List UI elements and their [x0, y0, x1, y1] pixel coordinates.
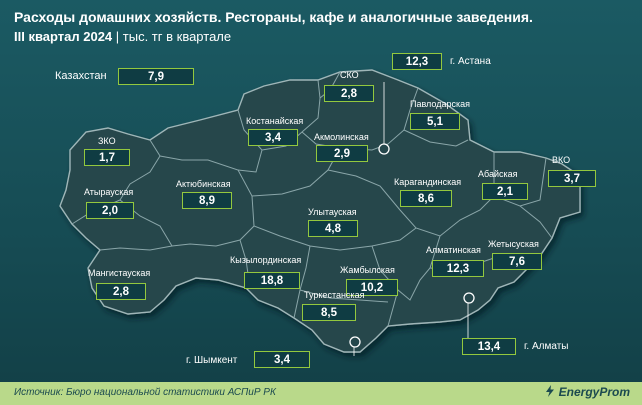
city-value-shymkent: 3,4 — [254, 351, 310, 368]
region-value-aktobe: 8,9 — [182, 192, 232, 209]
region-value-abai: 2,1 — [482, 183, 528, 200]
region-value-ulytau: 4,8 — [308, 220, 358, 237]
region-label-zko: ЗКО — [98, 136, 116, 146]
city-value-almaty: 13,4 — [462, 338, 516, 355]
unit-label: | тыс. тг в квартале — [115, 29, 232, 44]
national-value: 7,9 — [118, 68, 194, 85]
region-label-zhetysu: Жетысуская — [488, 239, 539, 249]
city-marker-astana — [378, 143, 390, 155]
city-label-shymkent: г. Шымкент — [186, 355, 238, 366]
city-value-astana: 12,3 — [392, 53, 442, 70]
region-value-mangistau: 2,8 — [96, 283, 146, 300]
region-label-turkestan: Туркестанская — [304, 290, 365, 300]
national-label: Казахстан — [55, 70, 107, 82]
brand-logo: EnergyProm — [544, 385, 630, 399]
region-value-vko: 3,7 — [548, 170, 596, 187]
region-label-abai: Абайская — [478, 169, 518, 179]
region-label-mangistau: Мангистауская — [88, 268, 151, 278]
region-value-zko: 1,7 — [84, 149, 130, 166]
region-label-pavlodar: Павлодарская — [410, 99, 470, 109]
city-label-astana: г. Астана — [450, 56, 491, 67]
region-value-zhetysu: 7,6 — [492, 253, 542, 270]
region-label-ulytau: Улытауская — [308, 207, 357, 217]
brand-name: EnergyProm — [558, 385, 630, 399]
region-value-atyrau: 2,0 — [86, 202, 134, 219]
chart-subtitle: III квартал 2024 | тыс. тг в квартале — [14, 28, 231, 46]
period-label: III квартал 2024 — [14, 29, 113, 44]
region-value-zhambyl: 10,2 — [346, 279, 398, 296]
region-value-turkestan: 8,5 — [302, 304, 356, 321]
region-label-kostanay: Костанайская — [246, 116, 304, 126]
region-value-sko: 2,8 — [324, 85, 374, 102]
region-label-atyrau: Атырауская — [84, 187, 134, 197]
city-marker-almaty — [463, 292, 475, 304]
region-value-kostanay: 3,4 — [248, 129, 298, 146]
region-value-karaganda: 8,6 — [400, 190, 452, 207]
city-label-almaty: г. Алматы — [524, 341, 569, 352]
region-label-akmola: Акмолинская — [314, 132, 369, 142]
footer-bar: Источник: Бюро национальной статистики А… — [0, 382, 642, 405]
region-value-pavlodar: 5,1 — [410, 113, 460, 130]
lightning-icon — [545, 385, 554, 397]
region-value-kyzylorda: 18,8 — [244, 272, 300, 289]
region-label-almaty-obl: Алматинская — [426, 245, 481, 255]
chart-title: Расходы домашних хозяйств. Рестораны, ка… — [14, 9, 533, 25]
region-label-vko: ВКО — [552, 155, 571, 165]
city-marker-shymkent — [349, 336, 361, 348]
country-shape — [59, 69, 581, 353]
region-label-kyzylorda: Кызылординская — [230, 255, 302, 265]
region-value-almaty-obl: 12,3 — [432, 260, 484, 277]
region-value-akmola: 2,9 — [316, 145, 368, 162]
region-label-sko: СКО — [340, 70, 359, 80]
region-label-zhambyl: Жамбылская — [340, 265, 395, 275]
region-label-aktobe: Актюбинская — [176, 179, 231, 189]
source-note: Источник: Бюро национальной статистики А… — [14, 387, 276, 398]
region-label-karaganda: Карагандинская — [394, 177, 462, 187]
region-borders — [71, 71, 553, 327]
